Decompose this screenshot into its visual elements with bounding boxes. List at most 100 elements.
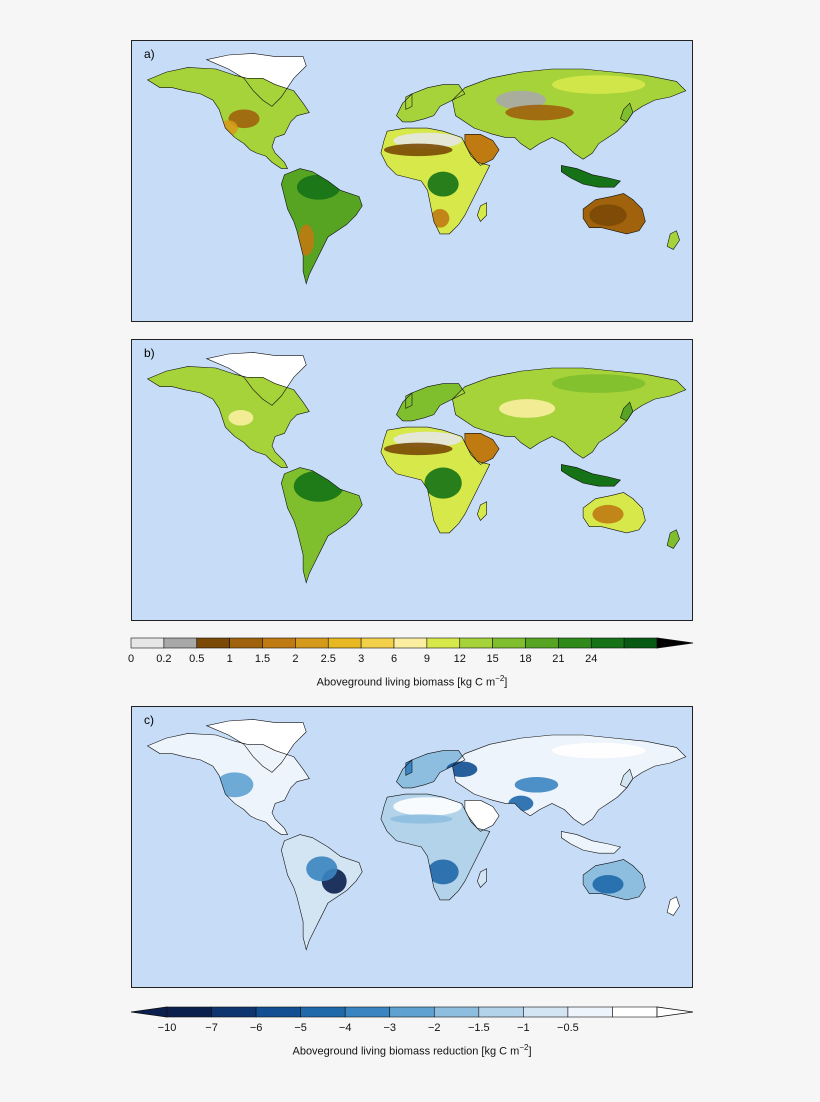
coastline-greenland bbox=[207, 352, 307, 405]
colorbar-tick-label: −4 bbox=[339, 1022, 352, 1034]
coastline-europe bbox=[396, 384, 464, 421]
colorbar-tick-label: 15 bbox=[487, 653, 499, 665]
coastline-asia bbox=[452, 735, 685, 825]
land-indonesia bbox=[561, 464, 621, 487]
biomass-region bbox=[589, 204, 627, 227]
biomass-region bbox=[427, 859, 459, 885]
coastline-europe bbox=[396, 85, 464, 122]
colorbar-tick-label: 12 bbox=[454, 653, 466, 665]
map-panel-c: c) bbox=[131, 706, 693, 988]
colorbar-tick-label: 0.2 bbox=[156, 653, 171, 665]
colorbar-extend-right bbox=[656, 1006, 694, 1018]
colorbar-tick-label: −0.5 bbox=[557, 1022, 579, 1034]
coastline-europe bbox=[396, 751, 464, 788]
colorbar-segment bbox=[163, 637, 198, 649]
coastline-africa bbox=[381, 794, 490, 900]
biomass-region bbox=[552, 374, 646, 393]
biomass-region bbox=[496, 90, 546, 110]
colorbar-segment bbox=[295, 637, 329, 649]
world-map-b bbox=[132, 340, 692, 620]
biomass-region bbox=[216, 772, 254, 798]
colorbar-tick-label: 21 bbox=[552, 653, 564, 665]
biomass-region bbox=[424, 467, 462, 499]
colorbar-extend-right bbox=[656, 637, 694, 649]
biomass-region bbox=[592, 504, 624, 524]
world-map-c bbox=[132, 707, 692, 987]
colorbar-tick-label: 1.5 bbox=[255, 653, 270, 665]
biomass-region bbox=[446, 761, 478, 777]
land-europe bbox=[396, 750, 465, 788]
biomass-region bbox=[228, 410, 254, 426]
colorbar-tick-label: 6 bbox=[391, 653, 397, 665]
coastline-indonesia bbox=[561, 165, 620, 187]
land-uk bbox=[405, 759, 412, 776]
coastline-north-america bbox=[148, 366, 310, 467]
colorbar-biomass-title: Aboveground living biomass [kg C m−2] bbox=[316, 674, 508, 689]
coastline-japan bbox=[620, 103, 632, 122]
coastline-south-america bbox=[281, 468, 362, 583]
biomass-region bbox=[384, 442, 453, 456]
biomass-region bbox=[306, 856, 338, 882]
coastline-north-america bbox=[148, 67, 310, 168]
colorbar-segment bbox=[612, 1006, 658, 1018]
colorbar-tick-label: −2 bbox=[428, 1022, 441, 1034]
colorbar-segment bbox=[426, 637, 461, 649]
colorbar-segment bbox=[196, 637, 230, 649]
colorbar-tick-label: −5 bbox=[294, 1022, 307, 1034]
coastline-australia bbox=[583, 492, 645, 532]
biomass-region bbox=[390, 814, 453, 824]
coastline-indonesia bbox=[561, 464, 620, 486]
colorbar-segment bbox=[558, 637, 592, 649]
coastline-new-zealand bbox=[667, 897, 679, 916]
colorbar-reduction-title: Aboveground living biomass reduction [kg… bbox=[292, 1043, 532, 1058]
colorbar-segment bbox=[623, 637, 658, 649]
coastline-greenland bbox=[207, 719, 307, 772]
biomass-region bbox=[430, 209, 450, 228]
colorbar-segment bbox=[166, 1006, 212, 1018]
coastline-uk bbox=[406, 393, 412, 409]
colorbar-biomass-scale: 0 0.2 0.5 1 1.5 2 2.5 3 6 9 12 15 18 21 24 bbox=[128, 637, 694, 665]
coastline-africa bbox=[381, 427, 490, 533]
colorbar-tick-label: 0 bbox=[128, 653, 134, 665]
coastline-asia bbox=[452, 69, 685, 159]
colorbar-biomass: 0 0.2 0.5 1 1.5 2 2.5 3 6 9 12 15 18 21 24 Aboveground… bbox=[128, 636, 694, 696]
colorbar-tick-label: 2.5 bbox=[321, 653, 336, 665]
colorbar-segment bbox=[327, 637, 362, 649]
land-south-america bbox=[281, 168, 363, 284]
coastline-uk bbox=[406, 760, 412, 776]
biomass-region bbox=[592, 875, 624, 894]
colorbar-segment bbox=[130, 637, 165, 649]
colorbar-segment bbox=[523, 1006, 569, 1018]
biomass-region bbox=[228, 109, 260, 129]
colorbar-tick-label: 18 bbox=[519, 653, 531, 665]
colorbar-reduction-scale: −10 −7 −6 −5 −4 −3 −2 −1.5 −1 −0.5 bbox=[130, 1006, 694, 1034]
coastline-australia bbox=[583, 859, 645, 899]
coastline-south-america bbox=[281, 169, 362, 284]
biomass-region bbox=[219, 120, 238, 136]
biomass-region bbox=[384, 143, 453, 157]
colorbar-tick-label: −3 bbox=[383, 1022, 396, 1034]
land-indonesia bbox=[561, 165, 621, 188]
colorbar-segment bbox=[525, 637, 559, 649]
world-map-a bbox=[132, 41, 692, 321]
panel-label-c: c) bbox=[144, 713, 154, 727]
coastline-new-zealand bbox=[667, 530, 679, 549]
land-uk bbox=[405, 93, 412, 110]
land-japan bbox=[620, 769, 633, 788]
biomass-region bbox=[298, 224, 314, 256]
coastline-japan bbox=[620, 402, 632, 421]
coastline-indonesia bbox=[561, 831, 620, 853]
colorbar-segment bbox=[360, 637, 395, 649]
colorbar-tick-label: −6 bbox=[250, 1022, 263, 1034]
land-north-america bbox=[147, 366, 310, 468]
land-north-america bbox=[147, 67, 310, 169]
colorbar-tick-label: −10 bbox=[158, 1022, 177, 1034]
land-indonesia bbox=[561, 831, 621, 854]
colorbar-segment bbox=[459, 637, 493, 649]
panel-label-a: a) bbox=[144, 47, 155, 61]
biomass-region bbox=[427, 171, 459, 197]
colorbar-reduction: −10 −7 −6 −5 −4 −3 −2 −1.5 −1 −0.5 Aboveground li… bbox=[130, 1005, 694, 1065]
colorbar-tick-label: 9 bbox=[424, 653, 430, 665]
biomass-region bbox=[552, 742, 646, 759]
land-south-america bbox=[281, 834, 363, 950]
